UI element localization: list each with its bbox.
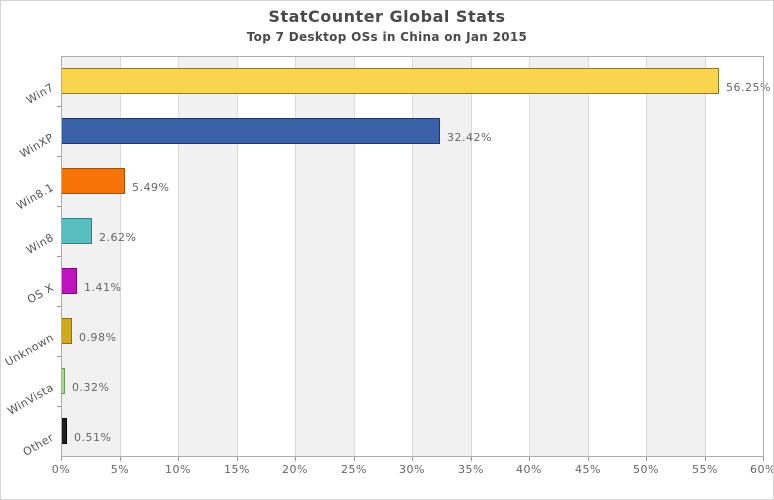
x-tick-label-15: 15%: [224, 463, 250, 476]
y-axis-tick: [57, 156, 61, 157]
plot-band: [295, 56, 354, 456]
x-axis-tick: [529, 457, 530, 461]
x-axis-tick: [588, 457, 589, 461]
x-axis-tick: [412, 457, 413, 461]
value-label: 5.49%: [132, 181, 170, 194]
y-axis-tick: [57, 306, 61, 307]
plot-band: [704, 56, 763, 456]
y-axis-tick: [57, 356, 61, 357]
gridline: [471, 56, 472, 456]
x-tick-label-60: 60%: [750, 463, 774, 476]
plot-band: [236, 56, 295, 456]
x-axis-tick: [295, 457, 296, 461]
x-tick-label-50: 50%: [633, 463, 659, 476]
value-label: 0.32%: [72, 381, 110, 394]
x-axis-tick: [61, 457, 62, 461]
category-label-win81: Win8.1: [14, 180, 56, 213]
gridline: [120, 56, 121, 456]
x-tick-label-40: 40%: [516, 463, 542, 476]
category-label-osx: OS X: [25, 280, 56, 307]
x-tick-label-0: 0%: [51, 463, 71, 476]
value-label: 0.98%: [79, 331, 117, 344]
value-label: 1.41%: [84, 281, 122, 294]
y-axis-tick: [57, 106, 61, 107]
category-label-winxp: WinXP: [17, 130, 56, 161]
gridline: [412, 56, 413, 456]
category-label-win7: Win7: [24, 80, 56, 107]
x-tick-label-35: 35%: [458, 463, 484, 476]
y-axis-tick: [57, 256, 61, 257]
plot-band: [353, 56, 412, 456]
plot-band: [178, 56, 237, 456]
x-axis-tick: [646, 457, 647, 461]
bar-other[interactable]: [61, 418, 67, 444]
x-tick-label-45: 45%: [575, 463, 601, 476]
x-axis-tick: [178, 457, 179, 461]
x-tick-label-20: 20%: [282, 463, 308, 476]
bar-osx[interactable]: [61, 268, 77, 294]
x-axis-tick: [763, 457, 764, 461]
x-tick-label-55: 55%: [692, 463, 718, 476]
plot-band: [412, 56, 471, 456]
x-axis-tick: [237, 457, 238, 461]
bar-winxp[interactable]: [61, 118, 440, 144]
gridline: [529, 56, 530, 456]
plot-band: [646, 56, 705, 456]
plot-band: [470, 56, 529, 456]
bar-win8[interactable]: [61, 218, 92, 244]
bar-win81[interactable]: [61, 168, 125, 194]
x-axis-tick: [354, 457, 355, 461]
bar-unknown[interactable]: [61, 318, 72, 344]
y-axis-tick: [57, 406, 61, 407]
value-label: 2.62%: [99, 231, 137, 244]
value-label: 56.25%: [726, 81, 771, 94]
plot-band: [119, 56, 178, 456]
chart-subtitle: Top 7 Desktop OSs in China on Jan 2015: [246, 30, 528, 44]
value-label: 0.51%: [74, 431, 112, 444]
plot-area: 56.25% 32.42% 5.49% 2.62% 1.41% 0.98% 0.32% 0.5…: [61, 56, 770, 456]
x-axis-tick: [471, 457, 472, 461]
x-tick-label-10: 10%: [165, 463, 191, 476]
category-label-win8: Win8: [24, 230, 56, 257]
gridline: [237, 56, 238, 456]
value-label: 32.42%: [447, 131, 492, 144]
gridline: [295, 56, 296, 456]
gridline: [588, 56, 589, 456]
x-axis-tick: [120, 457, 121, 461]
plot-band: [61, 56, 120, 456]
gridline: [354, 56, 355, 456]
bar-win7[interactable]: [61, 68, 719, 94]
chart-title: StatCounter Global Stats: [268, 7, 506, 26]
bar-winvista[interactable]: [61, 368, 65, 394]
x-tick-label-5: 5%: [110, 463, 130, 476]
gridline: [705, 56, 706, 456]
plot-band: [529, 56, 588, 456]
x-tick-label-30: 30%: [399, 463, 425, 476]
category-label-unknown: Unknown: [2, 330, 57, 370]
category-label-winvista: WinVista: [5, 380, 57, 418]
x-tick-label-25: 25%: [341, 463, 367, 476]
gridline: [646, 56, 647, 456]
y-axis-tick: [57, 206, 61, 207]
plot-band: [587, 56, 646, 456]
gridline: [178, 56, 179, 456]
x-axis-tick: [705, 457, 706, 461]
